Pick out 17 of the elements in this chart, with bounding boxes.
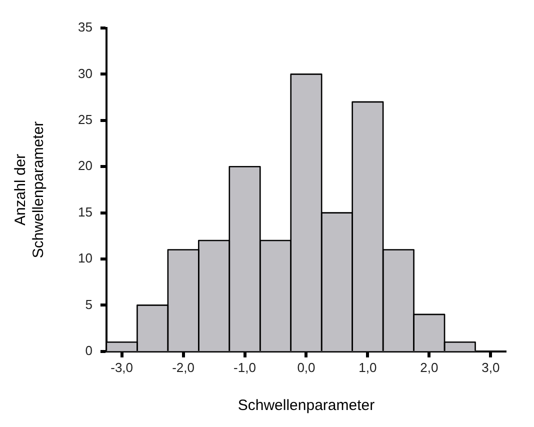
x-tick-label: -3,0 (110, 360, 134, 375)
x-tick-label: -2,0 (172, 360, 194, 375)
x-tick-label: 1,0 (358, 360, 377, 375)
y-tick-label: 25 (78, 112, 92, 127)
y-tick-label: 35 (78, 20, 92, 35)
y-tick-label: 5 (85, 296, 92, 312)
y-tick-label: 30 (78, 66, 92, 81)
x-axis-title: Schwellenparameter (238, 397, 375, 414)
x-tick-label: -1,0 (234, 360, 256, 375)
y-axis-title: Anzahl der Schwellenparameter (12, 121, 48, 258)
y-tick-label: 20 (78, 158, 92, 174)
x-tick-label: 3,0 (482, 360, 500, 375)
y-tick-label: 0 (85, 342, 92, 358)
x-tick-label: 0,0 (297, 360, 316, 375)
y-tick-label: 10 (78, 250, 92, 266)
x-tick-label: 2,0 (420, 360, 438, 375)
y-tick-label: 15 (78, 204, 92, 220)
